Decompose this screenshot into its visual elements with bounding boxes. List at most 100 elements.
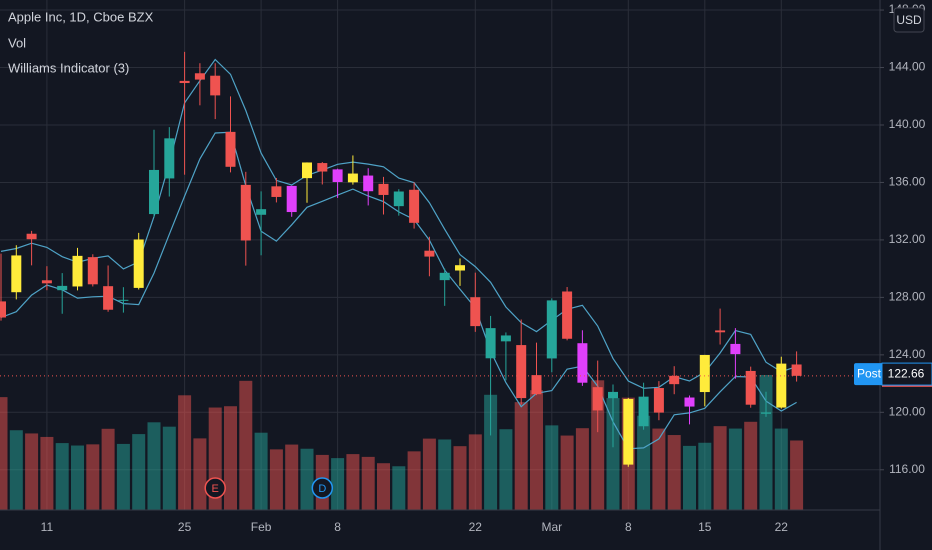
volume-bar (86, 444, 100, 510)
candle-body (0, 301, 6, 318)
candle-body (57, 285, 68, 291)
volume-bar (116, 443, 130, 510)
volume-bar (178, 395, 192, 510)
candle-body (149, 169, 159, 215)
candle-body (653, 388, 664, 413)
volume-bar (422, 438, 436, 510)
volume-bar (55, 443, 69, 510)
x-tick-label: Feb (251, 520, 272, 534)
volume-bar (499, 429, 513, 510)
y-tick-label: 120.00 (889, 404, 926, 418)
volume-bar (300, 448, 314, 510)
volume-bar (377, 463, 390, 510)
post-price-tag-label: Post (857, 366, 882, 380)
y-tick-label: 124.00 (889, 347, 926, 361)
candle-body (761, 412, 771, 414)
candle-body (256, 209, 267, 215)
indicator-line (0, 58, 797, 389)
x-tick-label: 8 (334, 520, 341, 534)
volume-bar (713, 426, 727, 510)
candle-body (516, 345, 527, 399)
volume-bar (484, 394, 498, 510)
currency-button[interactable] (893, 7, 925, 33)
candle-body (286, 185, 297, 213)
volume-bar (652, 428, 666, 510)
candle-body (11, 255, 22, 293)
candle-body (103, 286, 114, 310)
candle-body (608, 391, 618, 399)
candle-body (302, 162, 312, 179)
candle-body (531, 375, 542, 395)
candle-body (455, 265, 465, 271)
volume-bar (591, 380, 605, 510)
volume-bar (40, 436, 54, 510)
volume-bar (254, 432, 268, 510)
candle-body (546, 300, 557, 359)
volume-bar (438, 439, 452, 510)
volume-bar (637, 415, 651, 510)
volume-bar (560, 435, 574, 510)
candle-body (332, 169, 343, 183)
y-tick-label: 144.00 (889, 60, 926, 74)
indicator-label: Vol (8, 35, 26, 50)
event-label: E (212, 483, 219, 495)
candle-body (347, 173, 358, 183)
candle-body (699, 354, 710, 393)
volume-bar (744, 421, 758, 510)
volume-bar (407, 451, 421, 510)
volume-bar (453, 446, 467, 510)
volume-bar (224, 406, 237, 510)
y-tick-label: 136.00 (889, 175, 926, 189)
volume-bar (530, 390, 543, 510)
candle-body (378, 183, 389, 195)
candle-body (500, 335, 511, 342)
candle-body (715, 330, 726, 333)
volume-bar (514, 402, 528, 510)
post-price-badge (881, 362, 932, 386)
event-marker (311, 477, 334, 499)
y-tick-label: 116.00 (889, 462, 925, 476)
volume-bar (698, 442, 712, 510)
volume-bar (101, 428, 115, 510)
candle-body (26, 233, 37, 240)
candle-body (179, 80, 190, 84)
volume-bar (285, 444, 299, 510)
candle-body (210, 75, 221, 96)
volume-bar (759, 375, 773, 510)
candle-body (730, 343, 741, 355)
candle-body (577, 343, 588, 383)
x-tick-label: 11 (41, 520, 54, 534)
candle-body (271, 186, 282, 197)
candle-body (164, 138, 175, 179)
indicator-label: Williams Indicator (3) (8, 60, 129, 75)
candle-body (562, 291, 573, 339)
post-price-label: 122.66 (888, 366, 925, 380)
x-tick-label: 15 (698, 520, 712, 534)
volume-bar (774, 428, 788, 510)
candle-body (41, 280, 52, 284)
x-tick-label: 8 (625, 520, 632, 534)
candle-body (133, 239, 144, 288)
candle-body (409, 189, 420, 223)
candle-body (592, 387, 603, 411)
candle-body (363, 175, 374, 192)
volume-bar (331, 458, 345, 510)
y-tick-label: 128.00 (889, 290, 926, 304)
candle-body (424, 250, 435, 257)
volume-layer (0, 375, 804, 510)
candle-body (118, 299, 129, 301)
y-tick-label: 132.00 (889, 232, 926, 246)
volume-bar (269, 449, 283, 510)
candle-body (669, 375, 680, 385)
y-tick-label: 140.00 (889, 117, 926, 131)
volume-bar (790, 440, 804, 510)
volume-bar (361, 456, 375, 510)
volume-bar (25, 433, 39, 510)
candle-body (470, 297, 481, 327)
candle-body (439, 272, 450, 281)
candle-body (72, 255, 83, 287)
candle-body (240, 184, 251, 241)
candle-body (194, 73, 205, 80)
